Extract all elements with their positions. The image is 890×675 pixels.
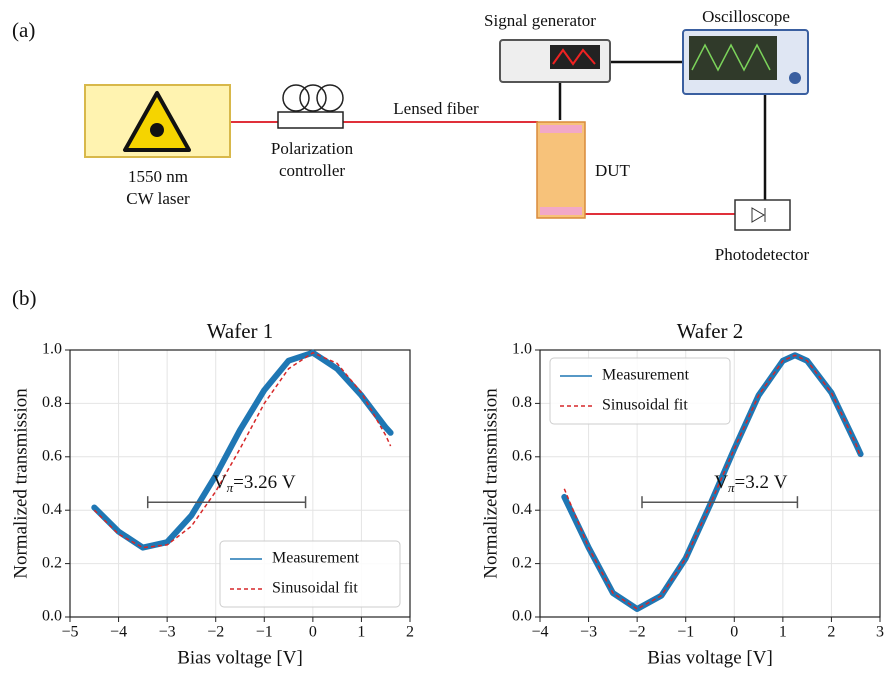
panel-label: (a) <box>12 18 35 42</box>
y-tick-label: 0.8 <box>512 394 532 411</box>
osc-label: Oscilloscope <box>702 7 790 26</box>
pd-label: Photodetector <box>715 245 810 264</box>
vpi-subscript: π <box>227 480 234 495</box>
osc-wave <box>691 43 771 72</box>
y-axis-label: Normalized transmission <box>480 388 501 579</box>
x-tick-label: 2 <box>406 624 414 641</box>
pc-label: Polarization <box>271 139 354 158</box>
y-tick-label: 0.6 <box>42 447 62 464</box>
x-tick-label: 1 <box>357 624 365 641</box>
dut-chip <box>536 121 586 219</box>
x-tick-label: 2 <box>827 624 835 641</box>
x-tick-label: −1 <box>677 624 694 641</box>
measurement-line <box>91 349 394 551</box>
y-tick-label: 0.0 <box>42 608 62 625</box>
chart-title: Wafer 1 <box>207 319 274 343</box>
x-tick-label: −2 <box>207 624 224 641</box>
legend-box <box>549 357 731 425</box>
x-tick-label: 0 <box>309 624 317 641</box>
legend-label: Measurement <box>272 550 360 567</box>
y-tick-label: 0.4 <box>42 501 62 518</box>
chart-title: Wafer 2 <box>677 319 744 343</box>
pc-base <box>277 111 344 129</box>
x-tick-label: −4 <box>531 624 548 641</box>
photodetector-box <box>734 199 791 231</box>
laser-label: CW laser <box>126 189 190 208</box>
legend-label: Sinusoidal fit <box>602 397 688 414</box>
y-tick-label: 0.2 <box>42 554 62 571</box>
osc-screen <box>689 36 777 80</box>
osc-knob <box>789 72 801 84</box>
x-tick-label: 3 <box>876 624 884 641</box>
laser-label: 1550 nm <box>128 167 188 186</box>
vpi-text: =3.2 V <box>734 473 787 494</box>
vpi-text: =3.26 V <box>233 473 296 494</box>
y-tick-label: 0.2 <box>512 554 532 571</box>
y-axis-label: Normalized transmission <box>10 388 31 579</box>
dut-label: DUT <box>595 161 631 180</box>
setup-diagram <box>84 29 809 231</box>
y-tick-label: 0.0 <box>512 608 532 625</box>
x-tick-label: 0 <box>730 624 738 641</box>
pc-loop <box>299 84 327 112</box>
pc-loop <box>282 84 310 112</box>
vpi-symbol: V <box>714 473 728 494</box>
pc-loop <box>316 84 344 112</box>
sg-label: Signal generator <box>484 11 596 30</box>
y-tick-label: 0.4 <box>512 501 532 518</box>
laser-icon <box>150 123 164 137</box>
fit-line <box>563 354 862 610</box>
pc-label: controller <box>279 161 345 180</box>
x-tick-label: 1 <box>779 624 787 641</box>
x-axis-label: Bias voltage [V] <box>647 647 773 668</box>
vpi-annotation: Vπ=3.26 V <box>213 473 296 496</box>
x-tick-label: −4 <box>110 624 127 641</box>
fit-line <box>93 351 392 549</box>
legend-label: Measurement <box>602 367 690 384</box>
pd-icon <box>751 207 765 223</box>
x-axis-label: Bias voltage [V] <box>177 647 303 668</box>
legend-box <box>219 540 401 608</box>
panel-label: (b) <box>12 286 37 310</box>
y-tick-label: 0.8 <box>42 394 62 411</box>
fiber-label: Lensed fiber <box>393 99 479 118</box>
x-tick-label: −2 <box>629 624 646 641</box>
y-tick-label: 1.0 <box>512 341 532 358</box>
legend-label: Sinusoidal fit <box>272 580 358 597</box>
x-tick-label: −1 <box>256 624 273 641</box>
dut-pad <box>540 207 582 215</box>
vpi-subscript: π <box>728 480 735 495</box>
x-tick-label: −5 <box>61 624 78 641</box>
vpi-annotation: Vπ=3.2 V <box>714 473 787 496</box>
x-tick-label: −3 <box>580 624 597 641</box>
y-tick-label: 1.0 <box>42 341 62 358</box>
sg-wave <box>552 48 596 66</box>
x-tick-label: −3 <box>159 624 176 641</box>
axes-frame <box>539 349 881 618</box>
laser-icon <box>123 91 191 152</box>
axes-frame <box>69 349 411 618</box>
dut-pad <box>540 125 582 133</box>
vpi-symbol: V <box>213 473 227 494</box>
y-tick-label: 0.6 <box>512 447 532 464</box>
